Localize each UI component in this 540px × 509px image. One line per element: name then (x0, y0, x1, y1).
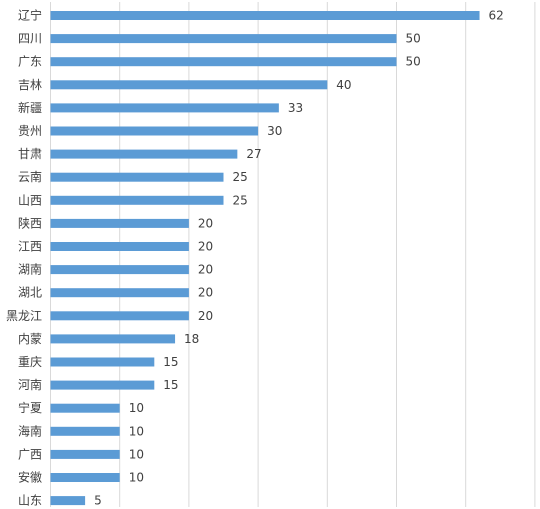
bar (50, 57, 397, 67)
bar (50, 11, 480, 20)
bar (50, 172, 224, 182)
value-label: 27 (246, 147, 261, 161)
value-label: 30 (267, 124, 282, 138)
category-label: 四川 (18, 32, 42, 46)
category-label: 黑龙江 (6, 309, 42, 323)
value-label: 20 (198, 286, 213, 300)
bar (50, 195, 224, 205)
value-label: 15 (163, 355, 178, 369)
category-label: 山东 (18, 494, 42, 508)
value-label: 15 (163, 378, 178, 392)
gridlines (50, 2, 536, 507)
bars (50, 11, 480, 506)
bar (50, 80, 328, 90)
bar (50, 149, 238, 159)
category-label: 河南 (18, 377, 42, 392)
category-label: 江西 (18, 240, 42, 254)
value-labels: 62 50 50 40 33 30 27 25 25 20 20 20 20 20 18 15 15 10 10 10… (94, 9, 504, 508)
category-label: 内蒙 (18, 332, 42, 346)
value-label: 20 (198, 309, 213, 323)
category-label: 广东 (18, 55, 42, 69)
bar (50, 334, 176, 344)
category-label: 甘肃 (18, 147, 42, 161)
value-label: 20 (198, 263, 213, 277)
bar (50, 126, 259, 136)
value-label: 50 (406, 32, 421, 46)
category-label: 辽宁 (18, 8, 42, 23)
bar (50, 218, 189, 228)
category-label: 海南 (18, 423, 42, 438)
value-label: 62 (489, 9, 504, 23)
category-label: 重庆 (18, 355, 42, 369)
category-label: 广西 (18, 447, 42, 461)
category-label: 宁夏 (18, 400, 42, 415)
bar (50, 449, 120, 459)
bar (50, 473, 120, 482)
value-label: 40 (336, 78, 351, 92)
bar (50, 288, 189, 298)
bar (50, 265, 189, 275)
value-label: 18 (184, 332, 199, 346)
value-label: 33 (288, 101, 303, 115)
category-label: 山西 (18, 193, 42, 207)
category-label: 陕西 (18, 215, 42, 230)
value-label: 10 (129, 401, 144, 415)
value-label: 10 (129, 471, 144, 485)
bar (50, 357, 155, 367)
category-labels: 辽宁四川广东吉林新疆贵州甘肃云南山西陕西江西湖南湖北黑龙江内蒙重庆河南宁夏海南广… (6, 8, 42, 508)
category-label: 安徽 (18, 470, 42, 485)
bar (50, 103, 279, 113)
category-label: 云南 (18, 169, 42, 184)
value-label: 50 (406, 55, 421, 69)
bar (50, 34, 397, 44)
bar (50, 380, 155, 390)
category-label: 湖南 (18, 262, 42, 277)
category-label: 新疆 (18, 100, 42, 115)
value-label: 10 (129, 424, 144, 438)
category-label: 贵州 (18, 124, 42, 138)
bar (50, 426, 120, 436)
value-label: 20 (198, 240, 213, 254)
bar (50, 311, 189, 321)
value-label: 25 (233, 170, 248, 184)
category-label: 吉林 (18, 78, 42, 92)
value-label: 20 (198, 216, 213, 230)
bar (50, 242, 189, 251)
value-label: 5 (94, 494, 102, 508)
category-label: 湖北 (18, 285, 42, 300)
value-label: 25 (233, 193, 248, 207)
bar (50, 403, 120, 413)
bar (50, 496, 86, 506)
value-label: 10 (129, 447, 144, 461)
